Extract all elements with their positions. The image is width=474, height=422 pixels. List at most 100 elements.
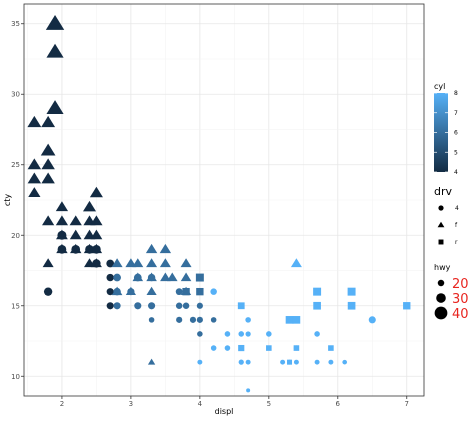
legend-drv: drv 4 f r xyxy=(434,185,459,246)
data-point xyxy=(175,288,183,296)
data-point xyxy=(55,215,69,226)
data-point xyxy=(293,345,300,351)
x-tick-label: 5 xyxy=(267,400,271,408)
legend-cyl-title: cyl xyxy=(434,82,445,91)
x-tick-label: 6 xyxy=(336,400,341,408)
data-point xyxy=(342,359,348,365)
data-point xyxy=(27,158,42,170)
data-point xyxy=(176,316,183,323)
data-point xyxy=(293,359,299,365)
legend-drv-label: r xyxy=(455,239,458,246)
data-point xyxy=(196,287,204,296)
data-point xyxy=(82,200,97,212)
data-point xyxy=(42,258,54,268)
data-point xyxy=(28,187,41,198)
data-point xyxy=(69,215,82,226)
data-point xyxy=(313,301,321,310)
data-point xyxy=(84,258,96,268)
data-point xyxy=(69,229,82,240)
colorbar-label: 8 xyxy=(454,90,458,97)
data-point xyxy=(148,302,156,310)
data-point xyxy=(195,273,204,282)
data-point xyxy=(180,272,192,282)
y-tick-label: 25 xyxy=(11,161,20,169)
data-point xyxy=(147,273,156,282)
legend-hwy-title: hwy xyxy=(434,263,451,272)
data-point xyxy=(146,258,158,268)
colorbar-label: 4 xyxy=(454,169,458,176)
data-point xyxy=(197,331,203,337)
data-point xyxy=(238,359,244,365)
data-point xyxy=(245,331,251,337)
data-point xyxy=(180,258,192,268)
data-point xyxy=(314,359,320,365)
data-point xyxy=(224,345,231,351)
data-point xyxy=(113,273,121,282)
data-point xyxy=(90,229,103,240)
data-point xyxy=(106,302,114,310)
x-tick-label: 2 xyxy=(60,400,64,408)
data-point xyxy=(182,302,190,310)
data-point xyxy=(27,172,42,184)
data-point xyxy=(166,272,178,282)
data-point xyxy=(113,287,121,296)
data-point xyxy=(285,316,294,324)
colorbar-label: 7 xyxy=(454,110,458,117)
data-point xyxy=(106,259,115,268)
data-point xyxy=(175,302,183,310)
data-point xyxy=(41,115,56,128)
y-axis-title: cty xyxy=(3,194,12,207)
y-axis: 10 15 20 25 30 35 xyxy=(11,20,24,381)
x-axis: 2 3 4 5 6 7 xyxy=(60,396,409,408)
data-point xyxy=(328,345,334,351)
data-point xyxy=(160,272,171,282)
data-point xyxy=(238,331,245,337)
colorbar-label: 6 xyxy=(454,130,458,137)
data-point xyxy=(133,273,142,282)
data-point xyxy=(328,359,334,365)
panel-border xyxy=(23,3,425,397)
data-point xyxy=(197,359,203,365)
data-point xyxy=(313,287,322,296)
legend-hwy-label: 30 xyxy=(452,292,469,307)
y-tick-label: 15 xyxy=(11,302,20,310)
data-point xyxy=(106,273,114,282)
data-point xyxy=(45,14,65,30)
data-point xyxy=(224,331,231,337)
data-point xyxy=(238,344,245,352)
data-point xyxy=(113,302,121,310)
data-point xyxy=(403,302,411,310)
data-point xyxy=(246,388,251,393)
data-point xyxy=(43,287,53,296)
data-point xyxy=(85,245,94,254)
x-tick-label: 4 xyxy=(198,400,203,408)
data-point xyxy=(237,302,245,310)
data-point xyxy=(147,358,156,365)
data-point xyxy=(196,302,203,309)
data-point xyxy=(57,245,67,254)
data-point xyxy=(210,345,217,351)
legend-drv-label: 4 xyxy=(455,205,459,212)
legend-drv-label: f xyxy=(455,222,458,229)
data-point xyxy=(127,288,135,296)
data-point xyxy=(40,143,56,156)
data-point xyxy=(210,288,217,295)
legend-drv-key xyxy=(438,205,444,211)
data-point xyxy=(159,243,172,254)
data-point xyxy=(196,316,203,323)
legend-drv-key xyxy=(437,221,445,228)
y-tick-label: 20 xyxy=(11,232,20,240)
data-point xyxy=(280,359,286,365)
data-point xyxy=(106,288,114,296)
data-point xyxy=(71,245,81,254)
data-point xyxy=(245,317,251,323)
data-point xyxy=(266,331,272,337)
data-point xyxy=(287,359,293,365)
y-tick-label: 10 xyxy=(11,373,20,381)
data-point xyxy=(55,201,69,212)
data-point xyxy=(347,287,356,296)
grid xyxy=(24,4,424,396)
data-point xyxy=(46,43,64,58)
data-point xyxy=(145,243,158,254)
